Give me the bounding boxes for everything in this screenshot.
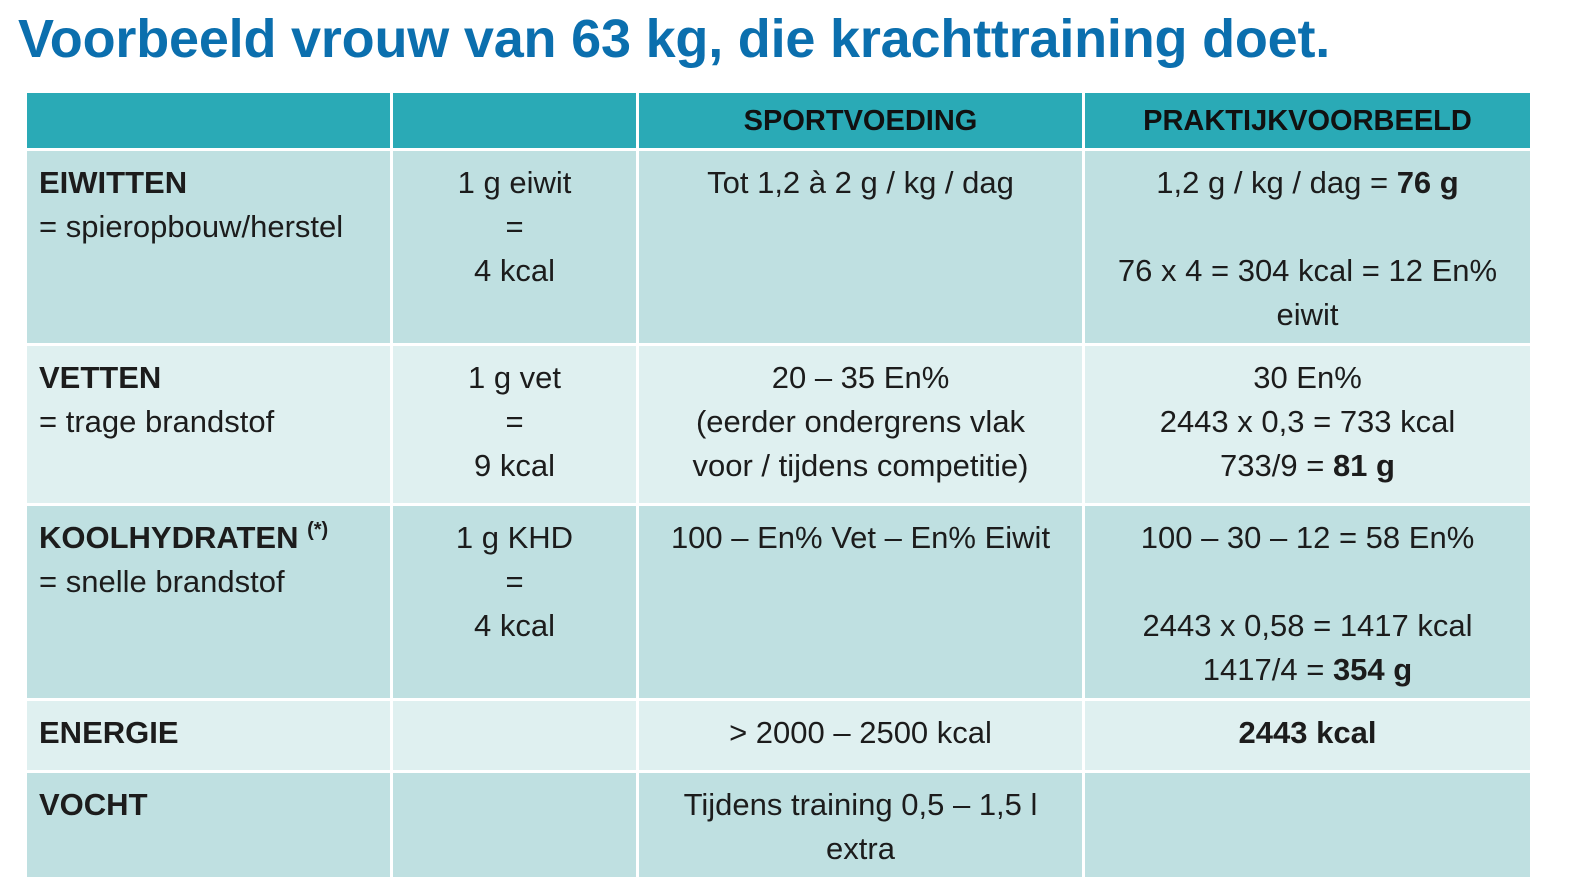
nutrient-name: ENERGIE [39, 715, 179, 750]
sport-line: 100 – En% Vet – En% Eiwit [670, 520, 1051, 555]
practice-line: 733/9 = 81 g [1097, 444, 1518, 488]
unit-cell: 1 g eiwit = 4 kcal [390, 148, 639, 346]
sport-line: (eerder ondergrens vlak [695, 404, 1026, 439]
header-cell-sportvoeding: SPORTVOEDING [636, 90, 1085, 151]
sportvoeding-cell: 20 – 35 En% (eerder ondergrens vlak voor… [636, 343, 1085, 506]
spacer [1097, 560, 1518, 604]
unit-line: = [505, 209, 524, 244]
nutrient-name-text: KOOLHYDRATEN [39, 520, 299, 555]
practice-text: 733/9 = [1220, 448, 1333, 483]
nutrient-name: KOOLHYDRATEN (*) [39, 516, 378, 560]
practice-line: 2443 x 0,3 = 733 kcal [1159, 404, 1456, 439]
practice-line: 76 x 4 = 304 kcal = 12 En% [1117, 253, 1498, 288]
unit-line: 1 g vet [467, 360, 562, 395]
nutrient-name: VOCHT [39, 787, 148, 822]
practice-line: 30 En% [1253, 360, 1362, 395]
sport-line: 20 – 35 En% [771, 360, 950, 395]
sport-line: Tijdens training 0,5 – 1,5 l [683, 787, 1038, 822]
table-row-eiwitten: EIWITTEN = spieropbouw/herstel 1 g eiwit… [24, 148, 1533, 346]
unit-line: 1 g KHD [455, 520, 574, 555]
unit-line: 1 g eiwit [457, 165, 572, 200]
footnote-mark: (*) [307, 519, 329, 541]
table-row-koolhydraten: KOOLHYDRATEN (*) = snelle brandstof 1 g … [24, 503, 1533, 701]
nutrient-cell: VOCHT [24, 770, 393, 880]
unit-cell [390, 698, 639, 773]
unit-line: = [505, 564, 524, 599]
praktijk-cell: 1,2 g / kg / dag = 76 g 76 x 4 = 304 kca… [1082, 148, 1533, 346]
nutrient-name: EIWITTEN [39, 165, 188, 200]
nutrient-name: VETTEN [39, 360, 162, 395]
sport-line: Tot 1,2 à 2 g / kg / dag [707, 165, 1014, 200]
praktijk-cell: 30 En% 2443 x 0,3 = 733 kcal 733/9 = 81 … [1082, 343, 1533, 506]
table-row-vocht: VOCHT Tijdens training 0,5 – 1,5 l extra [24, 770, 1533, 880]
nutrient-description: = snelle brandstof [39, 564, 285, 599]
practice-line: 100 – 30 – 12 = 58 En% [1140, 520, 1475, 555]
practice-result: 354 g [1332, 652, 1413, 687]
sportvoeding-cell: 100 – En% Vet – En% Eiwit [636, 503, 1085, 701]
unit-line: 4 kcal [474, 253, 555, 288]
unit-cell [390, 770, 639, 880]
table-row-energie: ENERGIE > 2000 – 2500 kcal 2443 kcal [24, 698, 1533, 773]
practice-text: 1,2 g / kg / dag = [1156, 165, 1397, 200]
unit-line: 9 kcal [474, 448, 555, 483]
header-cell-praktijkvoorbeeld: PRAKTIJKVOORBEELD [1082, 90, 1533, 151]
nutrient-description: = spieropbouw/herstel [39, 209, 344, 244]
practice-line: 1,2 g / kg / dag = 76 g [1097, 161, 1518, 205]
practice-result: 76 g [1396, 165, 1459, 200]
nutrient-cell: VETTEN = trage brandstof [24, 343, 393, 506]
praktijk-cell: 100 – 30 – 12 = 58 En% 2443 x 0,58 = 141… [1082, 503, 1533, 701]
sportvoeding-cell: > 2000 – 2500 kcal [636, 698, 1085, 773]
spacer [1097, 205, 1518, 249]
practice-line: 1417/4 = 354 g [1097, 648, 1518, 692]
praktijk-cell: 2443 kcal [1082, 698, 1533, 773]
sportvoeding-cell: Tijdens training 0,5 – 1,5 l extra [636, 770, 1085, 880]
unit-line: 4 kcal [474, 608, 555, 643]
nutrient-cell: KOOLHYDRATEN (*) = snelle brandstof [24, 503, 393, 701]
nutrient-cell: EIWITTEN = spieropbouw/herstel [24, 148, 393, 346]
unit-cell: 1 g KHD = 4 kcal [390, 503, 639, 701]
unit-cell: 1 g vet = 9 kcal [390, 343, 639, 506]
nutrient-cell: ENERGIE [24, 698, 393, 773]
header-cell-unit [390, 90, 639, 151]
practice-text: 1417/4 = [1202, 652, 1333, 687]
practice-line: eiwit [1276, 297, 1339, 332]
practice-result: 2443 kcal [1238, 715, 1377, 750]
table-row-vetten: VETTEN = trage brandstof 1 g vet = 9 kca… [24, 343, 1533, 506]
practice-result: 81 g [1332, 448, 1395, 483]
sportvoeding-cell: Tot 1,2 à 2 g / kg / dag [636, 148, 1085, 346]
unit-line: = [505, 404, 524, 439]
header-cell-nutrient [24, 90, 393, 151]
nutrition-table: SPORTVOEDING PRAKTIJKVOORBEELD EIWITTEN … [24, 90, 1533, 880]
page-title: Voorbeeld vrouw van 63 kg, die krachttra… [18, 9, 1331, 69]
sport-line: voor / tijdens competitie) [692, 448, 1029, 483]
sport-line: > 2000 – 2500 kcal [729, 715, 992, 750]
table-header-row: SPORTVOEDING PRAKTIJKVOORBEELD [24, 90, 1533, 151]
nutrient-description: = trage brandstof [39, 404, 275, 439]
sport-line: extra [826, 831, 895, 866]
practice-line: 2443 x 0,58 = 1417 kcal [1142, 608, 1473, 643]
praktijk-cell [1082, 770, 1533, 880]
